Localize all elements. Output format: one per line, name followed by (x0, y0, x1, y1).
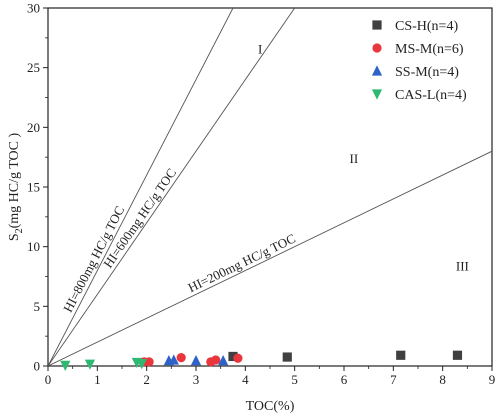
x-axis-ticks: 0 1 2 3 4 5 6 7 8 9 (45, 366, 496, 387)
plot-frame (47, 7, 493, 367)
x-tick-label-2: 2 (143, 372, 150, 387)
reference-line-label-2: HI=200mg HC/g TOC (186, 231, 298, 296)
y-tick-label-1: 5 (34, 299, 41, 314)
y-axis-ticks: 0 5 10 15 20 25 30 (27, 1, 48, 374)
data-point-series-3-0 (60, 360, 71, 372)
region-label-0: I (258, 41, 262, 56)
legend: CS-H(n=4) MS-M(n=6) SS-M(n=4) CAS-L(n=4) (371, 19, 467, 103)
legend-marker-3 (371, 89, 383, 100)
data-point-series-0-1 (282, 352, 292, 362)
region-label-1: II (350, 151, 359, 166)
x-tick-label-3: 3 (193, 372, 200, 387)
data-point-series-1-5 (233, 353, 243, 363)
legend-label-0: CS-H(n=4) (395, 19, 458, 34)
plot-border (47, 7, 493, 367)
data-point-series-1-1 (144, 357, 154, 367)
data-point-series-0-0 (228, 351, 238, 362)
y-tick-label-3: 15 (27, 180, 40, 195)
x-tick-label-6: 6 (341, 372, 348, 387)
y-axis-title-subscript: 2 (14, 228, 25, 233)
x-axis-title: TOC(%) (246, 399, 295, 414)
reference-line-0 (48, 8, 234, 366)
y-axis-title: S2(mg HC/g TOC ) (7, 132, 25, 241)
data-points (60, 350, 463, 372)
x-tick-label-5: 5 (291, 372, 298, 387)
y-tick-label-5: 25 (27, 60, 40, 75)
x-tick-label-9: 9 (489, 372, 496, 387)
data-point-series-2-2 (190, 355, 202, 366)
x-tick-label-7: 7 (390, 372, 397, 387)
y-tick-label-6: 30 (27, 1, 40, 16)
reference-line-2 (48, 150, 492, 366)
data-point-series-2-1 (168, 354, 179, 365)
data-point-series-3-1 (84, 359, 96, 370)
legend-marker-0 (372, 20, 382, 30)
y-tick-label-4: 20 (27, 120, 40, 135)
y-axis-title-main: S (7, 233, 22, 241)
legend-label-1: MS-M(n=6) (395, 42, 464, 57)
data-point-series-1-2 (176, 353, 186, 363)
y-tick-label-2: 10 (27, 239, 40, 254)
data-point-series-3-3 (136, 359, 147, 370)
x-tick-label-1: 1 (94, 372, 101, 387)
data-point-series-1-4 (211, 355, 221, 365)
data-point-series-2-3 (218, 355, 229, 366)
reference-line-1 (48, 8, 296, 366)
legend-label-3: CAS-L(n=4) (395, 88, 467, 103)
y-tick-label-0: 0 (34, 359, 41, 374)
y-axis-title-rest: (mg HC/g TOC ) (7, 132, 22, 228)
legend-marker-1 (372, 43, 382, 53)
data-point-series-0-3 (452, 350, 463, 360)
x-tick-label-0: 0 (45, 372, 52, 387)
x-tick-label-4: 4 (242, 372, 249, 387)
x-tick-label-8: 8 (439, 372, 446, 387)
legend-label-2: SS-M(n=4) (395, 65, 459, 80)
region-label-2: III (456, 259, 469, 274)
data-point-series-0-2 (396, 350, 406, 360)
legend-marker-2 (371, 65, 383, 76)
reference-lines (48, 8, 492, 366)
